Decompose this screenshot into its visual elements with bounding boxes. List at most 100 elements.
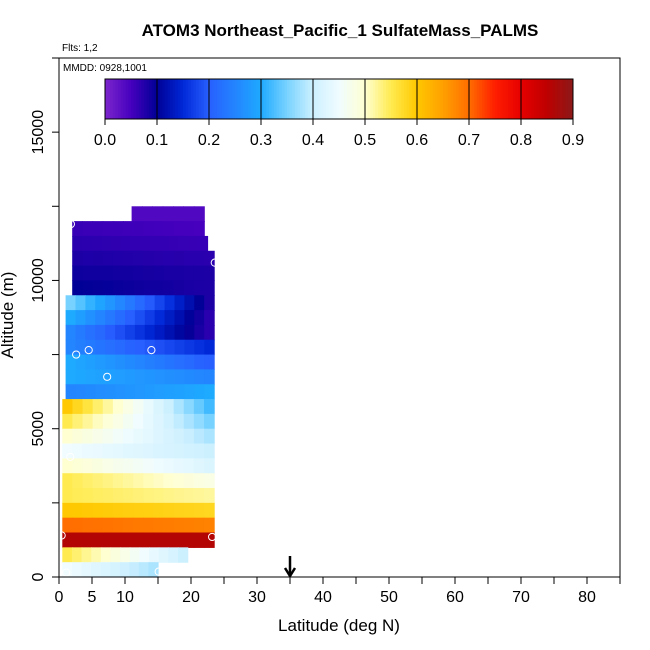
colorbar-segment-161 [523,79,527,119]
colorbar-segment-175 [560,79,564,119]
colorbar-segment-84 [323,79,327,119]
heatmap-cell-17-8 [143,458,154,474]
colorbar-segment-14 [141,79,145,119]
x-tick-label-2: 10 [116,589,134,606]
heatmap-cell-13-9 [153,399,165,415]
heatmap-cell-16-11 [173,443,185,459]
colorbar-segment-149 [492,79,496,119]
heatmap-cell-15-9 [153,428,165,445]
chart-title: ATOM3 Northeast_Pacific_1 SulfateMass_PA… [142,21,539,40]
colorbar-segment-133 [450,79,454,119]
heatmap-cell-2-12 [188,235,199,252]
heatmap-cell-6-0 [65,295,77,311]
x-tick-label-7: 60 [446,589,464,606]
heatmap-cell-21-5 [112,517,124,534]
heatmap-cell-23-5 [110,547,121,563]
heatmap-cell-23-11 [168,547,179,563]
heatmap-cell-22-2 [82,532,94,548]
colorbar-tick-label-5: 0.5 [354,132,376,149]
heatmap-cell-23-12 [178,547,189,563]
flight-marker-9 [208,532,217,542]
colorbar-segment-158 [515,79,519,119]
heatmap-cell-22-11 [173,532,185,548]
heatmap-cell-19-0 [62,488,74,504]
colorbar-segment-36 [198,79,202,119]
colorbar-segment-150 [495,79,499,119]
heatmap-cell-3-8 [153,250,165,267]
x-axis-label: Latitude (deg N) [278,616,400,635]
heatmap-cell-1-7 [143,221,155,237]
colorbar-segment-90 [339,79,343,119]
heatmap-cell-2-2 [91,235,102,252]
heatmap-cell-21-12 [183,517,195,534]
colorbar-segment-27 [175,79,179,119]
heatmap-cell-24-3 [91,562,102,578]
heatmap-cell-22-14 [203,532,215,548]
colorbar-segment-127 [435,79,439,119]
heatmap-cell-16-6 [123,443,134,459]
colorbar-segment-35 [196,79,200,119]
heatmap-cell-24-4 [100,562,111,578]
heatmap-cell-19-14 [203,488,215,504]
heatmap-cell-5-10 [173,280,185,296]
colorbar-segment-137 [461,79,465,119]
colorbar-tick-label-6: 0.6 [406,132,428,149]
colorbar-segment-0 [105,79,109,119]
heatmap-cell-7-7 [134,310,146,326]
colorbar-segment-168 [541,79,545,119]
heatmap-cell-18-4 [102,473,114,489]
colorbar-segment-47 [227,79,231,119]
heatmap-cell-9-8 [144,339,156,356]
heatmap-cell-9-1 [75,339,86,356]
heatmap-cell-8-9 [154,324,166,341]
heatmap-cell-17-3 [92,458,104,474]
heatmap-cell-8-5 [115,324,126,341]
colorbar-segment-93 [346,79,350,119]
heatmap-cell-23-8 [139,547,150,563]
heatmap-cell-11-0 [65,369,77,385]
heatmap-cell-10-10 [164,354,176,370]
colorbar-segment-37 [201,79,205,119]
colorbar-segment-28 [177,79,181,119]
heatmap-cell-18-2 [82,473,94,489]
heatmap-cell-23-1 [71,547,83,563]
heatmap-cell-11-10 [164,369,176,385]
heatmap-cell-6-5 [115,295,126,311]
y-tick-label-3: 15000 [30,110,47,155]
heatmap-cell-3-11 [183,250,195,267]
heatmap-cell-14-11 [173,413,185,430]
heatmap-cell-16-12 [183,443,195,459]
heatmap-cell-13-11 [173,399,185,415]
colorbar-segment-172 [552,79,556,119]
heatmap-cell-17-5 [112,458,124,474]
heatmap-cell-13-4 [102,399,114,415]
heatmap-cell-6-14 [204,295,215,311]
heatmap-cell-7-8 [144,310,156,326]
colorbar-segment-39 [206,79,210,119]
heatmap-cell-20-12 [183,502,195,519]
colorbar-segment-174 [557,79,561,119]
heatmap-cell-8-11 [174,324,185,341]
colorbar-segment-83 [320,79,324,119]
heatmap-cell-17-9 [153,458,165,474]
heatmap-cell-18-14 [203,473,215,489]
colorbar-segment-51 [237,79,241,119]
colorbar-segment-160 [521,79,525,119]
heatmap-cell-24-8 [138,562,150,578]
heatmap-cell-3-13 [203,250,215,267]
heatmap-cell-6-7 [134,295,146,311]
heatmap-cell-17-6 [123,458,134,474]
colorbar-segment-10 [131,79,135,119]
heatmap-cell-18-12 [183,473,195,489]
heatmap-cell-16-3 [92,443,104,459]
heatmap-cell-7-1 [75,310,86,326]
heatmap-cell-14-5 [112,413,124,430]
flight-marker-6 [103,372,112,381]
heatmap-cell-23-6 [120,547,131,563]
heatmap-cell-12-8 [144,384,156,400]
x-axis: 0 5 10 20 30 40 50 60 70 80 [55,577,621,606]
colorbar-segment-91 [341,79,345,119]
colorbar-segment-6 [120,79,124,119]
heatmap-cell-14-1 [72,413,84,430]
heatmap-cell-5-6 [133,280,144,296]
